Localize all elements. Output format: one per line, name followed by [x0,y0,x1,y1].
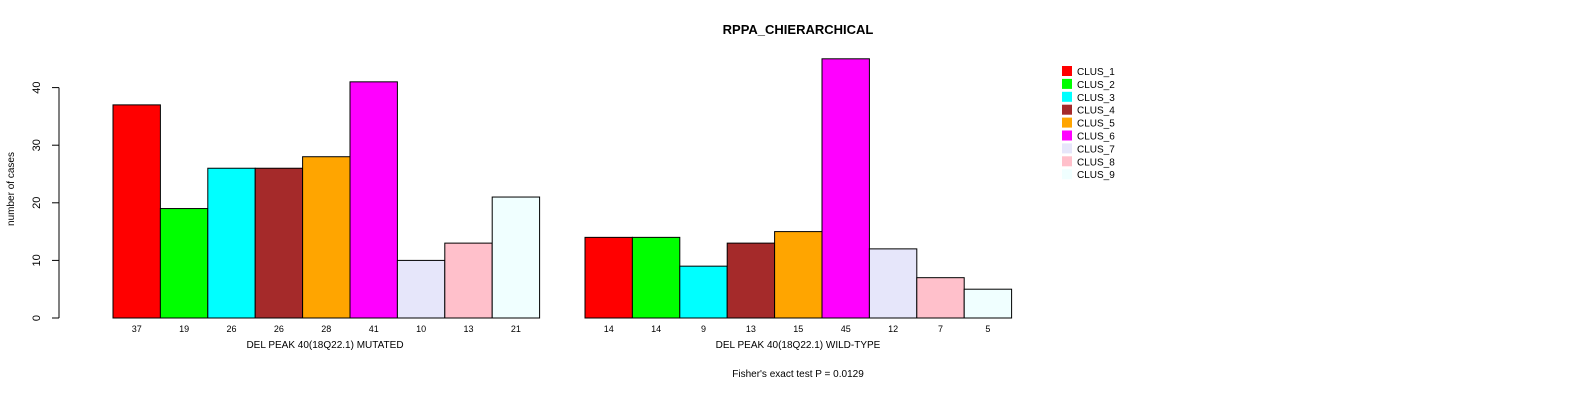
bar-value-label: 21 [511,324,521,334]
bar-value-label: 12 [888,324,898,334]
bar [302,156,351,319]
y-tick-label: 10 [31,254,43,266]
bar [112,104,161,319]
legend-swatch [1062,117,1072,128]
bar-value-label: 26 [274,324,284,334]
legend-swatch [1062,130,1072,141]
legend-swatch [1062,104,1072,115]
legend-swatch [1062,169,1072,180]
legend-swatch [1062,91,1072,102]
y-tick-label: 30 [31,139,43,151]
bar [916,277,965,319]
bar [396,259,446,319]
bar-value-label: 37 [132,324,142,334]
y-tick-label: 0 [31,315,43,321]
legend-label: CLUS_6 [1077,132,1115,143]
legend-label: CLUS_8 [1077,157,1115,168]
bar [444,242,493,319]
chart-title: RPPA_CHIERARCHICAL [723,22,874,37]
bar-value-label: 14 [604,324,614,334]
bar [774,231,823,319]
y-axis-label: number of cases [6,152,17,226]
legend-swatch [1062,143,1072,154]
legend-label: CLUS_4 [1077,106,1115,117]
bar-group-wild-type: 14 14 9 13 15 45 12 7 5 [584,58,1013,334]
bar-value-label: 13 [746,324,756,334]
bar-value-label: 13 [463,324,473,334]
bar-value-label: 41 [369,324,379,334]
bar-value-label: 10 [416,324,426,334]
group-label-wild-type: DEL PEAK 40(18Q22.1) WILD-TYPE [716,340,881,351]
bar-group-mutated: 37 19 26 26 28 41 10 13 21 [112,81,541,334]
bar [491,196,541,319]
bar-value-label: 14 [651,324,661,334]
bar [868,248,918,319]
bar-value-label: 19 [179,324,189,334]
legend: CLUS_1CLUS_2CLUS_3CLUS_4CLUS_5CLUS_6CLUS… [1062,66,1115,181]
bar [821,58,870,319]
bar [679,265,728,319]
legend-label: CLUS_7 [1077,144,1115,155]
bar [584,236,633,319]
legend-swatch [1062,78,1072,89]
bar [349,81,398,319]
bar-value-label: 5 [985,324,990,334]
bar [631,236,681,319]
group-label-mutated: DEL PEAK 40(18Q22.1) MUTATED [246,340,403,351]
bar [159,208,209,319]
legend-label: CLUS_5 [1077,119,1115,130]
bar [726,242,776,319]
legend-label: CLUS_2 [1077,80,1115,91]
legend-label: CLUS_1 [1077,67,1115,78]
bar [254,167,304,319]
bar [207,167,256,319]
y-tick-label: 40 [31,81,43,93]
legend-label: CLUS_3 [1077,93,1115,104]
bar-value-label: 28 [321,324,331,334]
bar [963,288,1013,319]
legend-label: CLUS_9 [1077,170,1115,181]
bar-value-label: 15 [793,324,803,334]
legend-swatch [1062,156,1072,167]
y-tick-label: 20 [31,197,43,209]
footnote: Fisher's exact test P = 0.0129 [732,369,864,380]
bar-value-label: 45 [841,324,851,334]
bar-value-label: 9 [701,324,706,334]
bar-value-label: 26 [226,324,236,334]
bar-value-label: 7 [938,324,943,334]
y-axis: 0 10 20 30 40 [31,81,60,321]
legend-swatch [1062,66,1072,76]
